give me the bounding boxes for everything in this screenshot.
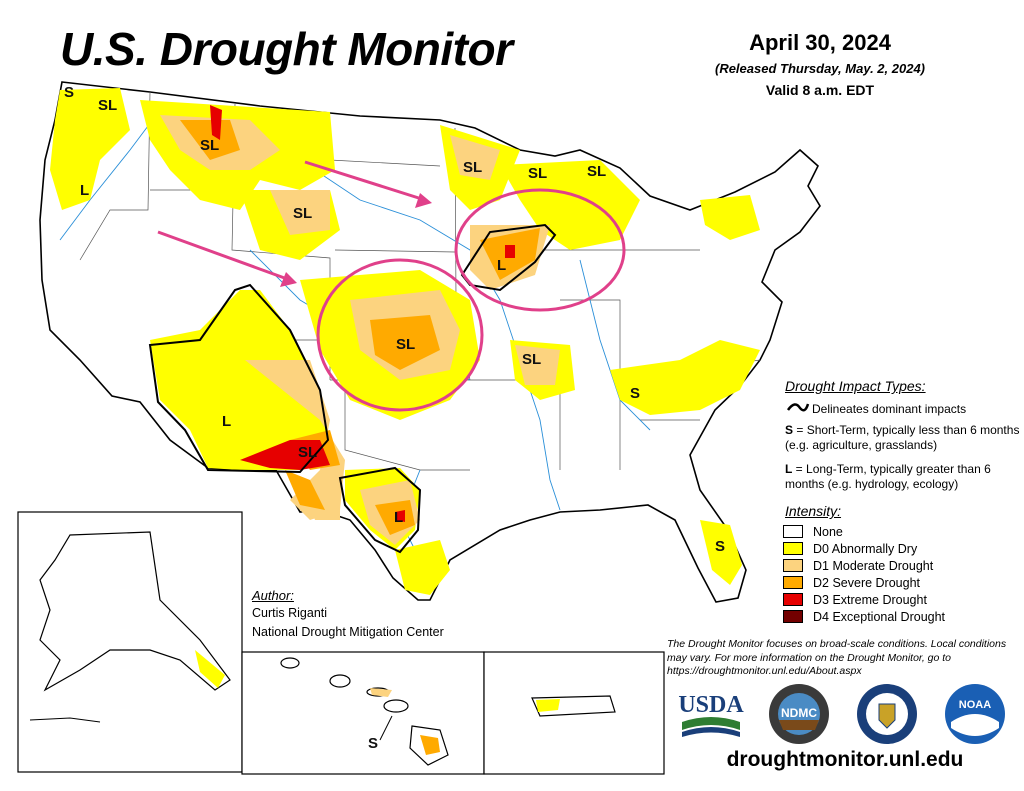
label-l-wi: L (497, 257, 506, 274)
impact-lines (148, 223, 557, 554)
impact-s-text: = Short-Term, typically less than 6 mont… (785, 423, 1020, 452)
usda-logo-text: USDA (678, 692, 744, 718)
label-s-hi: S (368, 735, 378, 752)
impact-long-term: L = Long-Term, typically greater than 6 … (785, 462, 1020, 492)
legend-item-d2: D2 Severe Drought (783, 575, 920, 590)
legend-item-d3: D3 Extreme Drought (783, 592, 927, 607)
intensity-title: Intensity: (785, 503, 842, 519)
legend-label: D3 Extreme Drought (813, 592, 927, 607)
label-sl-mn: SL (463, 159, 482, 176)
aleutians (29, 717, 101, 723)
usda-logo: USDA (678, 692, 744, 737)
legend-swatch (783, 542, 803, 555)
label-l-az: L (222, 413, 231, 430)
label-sl-mo: SL (522, 351, 541, 368)
puerto-rico-drought (536, 699, 560, 712)
legend-swatch (783, 525, 803, 538)
noaa-logo: NOAA (945, 684, 1005, 744)
map-date: April 30, 2024 (749, 30, 891, 55)
page-title: U.S. Drought Monitor (60, 23, 513, 75)
hawaii-drought-2 (420, 735, 440, 755)
legend-swatch (783, 559, 803, 572)
label-l-or: L (80, 182, 89, 199)
impact-labels: S SL SL L SL SL SL SL L SL SL S L SL L S… (64, 84, 725, 752)
drought-areas (50, 88, 760, 595)
impact-l-key: L (785, 462, 793, 476)
impact-line-description: Delineates dominant impacts (812, 402, 967, 416)
annotation-circles (316, 188, 626, 412)
impact-s-key: S (785, 423, 794, 437)
legend-swatch (783, 593, 803, 606)
author-name: Curtis Riganti (252, 606, 328, 620)
legend-swatch (783, 576, 803, 589)
label-sl-nm: SL (298, 444, 317, 461)
impact-l-text: = Long-Term, typically greater than 6 mo… (785, 462, 991, 491)
label-s-wa: S (64, 84, 74, 101)
label-sl-wa: SL (98, 97, 117, 114)
legend-label: D0 Abnormally Dry (813, 541, 918, 556)
author-title: Author: (252, 588, 294, 603)
author-org: National Drought Mitigation Center (252, 625, 444, 639)
commerce-logo (857, 684, 917, 744)
legend-label: D4 Exceptional Drought (813, 609, 946, 624)
noaa-logo-text: NOAA (959, 699, 991, 711)
label-sl-mi1: SL (528, 165, 547, 182)
annotation-arrows (157, 160, 426, 282)
label-sl-mi2: SL (587, 163, 606, 180)
alaska-drought (195, 650, 225, 688)
label-sl-wy: SL (293, 205, 312, 222)
legend-item-none: None (783, 524, 843, 539)
ndmc-logo: NDMC (769, 684, 829, 744)
impact-types-title: Drought Impact Types: (785, 378, 926, 394)
label-s-fl: S (715, 538, 725, 555)
disclaimer-note: The Drought Monitor focuses on broad-sca… (667, 638, 1007, 677)
legend-label: D2 Severe Drought (813, 575, 921, 590)
hawaii-drought-1 (370, 688, 392, 697)
label-sl-ks: SL (396, 336, 415, 353)
release-date: (Released Thursday, May. 2, 2024) (714, 61, 926, 76)
legend-label: D1 Moderate Drought (813, 558, 934, 573)
impact-short-term: S = Short-Term, typically less than 6 mo… (785, 423, 1020, 453)
legend-item-d0: D0 Abnormally Dry (783, 541, 917, 556)
label-s-sc: S (630, 385, 640, 402)
legend-item-d1: D1 Moderate Drought (783, 558, 933, 573)
label-sl-mt: SL (200, 137, 219, 154)
legend-item-d4: D4 Exceptional Drought (783, 609, 945, 624)
alaska-outline (39, 531, 231, 692)
website-url[interactable]: droughtmonitor.unl.edu (726, 748, 964, 771)
arrow-heads (280, 193, 432, 287)
legend-label: None (813, 524, 843, 539)
hawaii-pointer (379, 715, 393, 741)
ndmc-logo-text: NDMC (781, 706, 817, 720)
label-l-tx: L (394, 509, 403, 526)
impact-line-symbol (786, 403, 810, 412)
valid-time: Valid 8 a.m. EDT (765, 82, 875, 98)
legend-swatch (783, 610, 803, 623)
